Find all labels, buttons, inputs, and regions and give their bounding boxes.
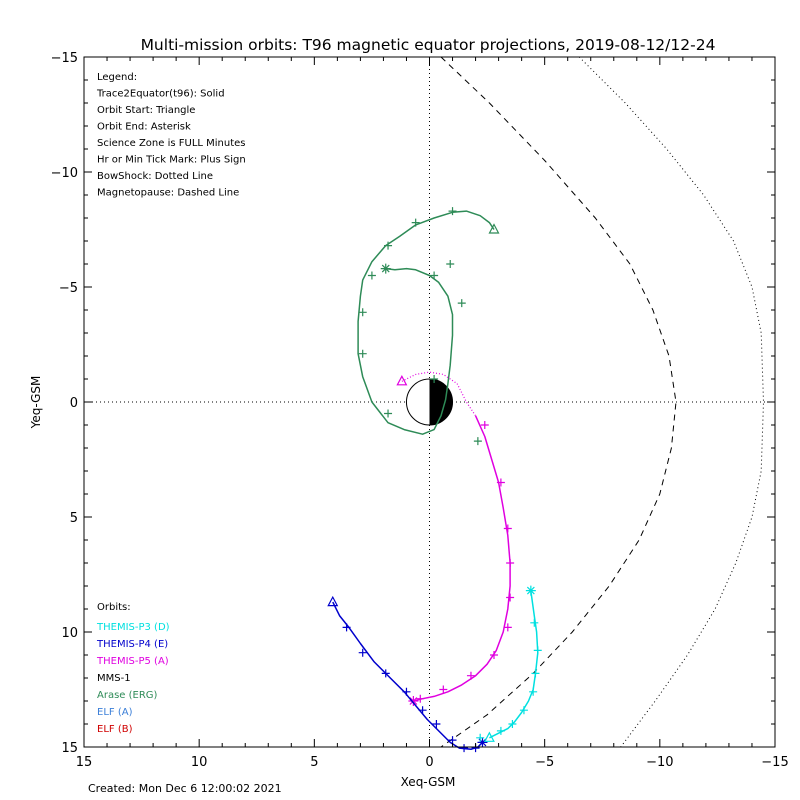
- orbit-legend-entry: MMS-1: [97, 673, 131, 684]
- orbit-tick-mark: [384, 241, 393, 250]
- orbit-tick-mark: [496, 726, 505, 735]
- legend-line: Hr or Min Tick Mark: Plus Sign: [97, 155, 246, 166]
- legend-line: Science Zone is FULL Minutes: [97, 138, 246, 149]
- orbit-end-asterisk: [525, 585, 536, 596]
- orbit-tick-mark: [432, 720, 441, 728]
- orbit-end-asterisk: [380, 263, 391, 274]
- orbit-tick-mark: [446, 260, 455, 268]
- orbit-tick-mark: [411, 218, 420, 227]
- x-tick-label: 15: [76, 755, 93, 770]
- orbit-series-3: [476, 585, 542, 742]
- orbit-tick-mark: [506, 593, 515, 602]
- orbit-start-triangle: [483, 731, 495, 742]
- orbit-tick-mark: [358, 308, 367, 317]
- orbit-series-0: [357, 207, 500, 446]
- legend-line: Trace2Equator(t96): Solid: [96, 89, 225, 100]
- orbit-series-1: [396, 371, 515, 706]
- orbit-dotted-segment: [401, 371, 477, 417]
- orbit-legend-entry: ELF (B): [97, 724, 133, 735]
- orbit-tick-mark: [506, 559, 515, 567]
- orbit-tick-mark: [530, 618, 539, 627]
- y-tick-label: 0: [70, 396, 78, 411]
- orbit-end-asterisk: [477, 737, 488, 748]
- orbit-series-2: [327, 595, 488, 753]
- orbit-tick-mark: [416, 694, 425, 703]
- orbit-tick-mark: [402, 687, 411, 696]
- x-tick-label: 0: [425, 755, 433, 770]
- orbit-trace-line: [332, 601, 484, 751]
- orbit-tick-mark: [358, 648, 367, 657]
- orbit-legend-entry: THEMIS-P4 (E): [96, 639, 168, 650]
- orbit-tick-mark: [384, 409, 393, 418]
- bowshock-line: [578, 56, 765, 748]
- orbit-tick-mark: [418, 706, 427, 715]
- legend-line: Legend:: [97, 72, 137, 83]
- orbit-tick-mark: [503, 524, 512, 533]
- created-timestamp: Created: Mon Dec 6 12:00:02 2021: [88, 782, 282, 795]
- orbit-tick-mark: [533, 646, 542, 655]
- x-tick-label: 10: [191, 755, 208, 770]
- orbit-tick-mark: [342, 623, 351, 632]
- orbit-tick-mark: [519, 706, 528, 715]
- orbit-tick-mark: [466, 671, 475, 680]
- orbit-start-triangle: [327, 595, 339, 607]
- orbit-tick-mark: [439, 685, 448, 694]
- orbit-trace-line: [357, 210, 495, 435]
- y-tick-label: 10: [61, 626, 78, 641]
- orbit-tick-mark: [430, 375, 439, 383]
- x-tick-label: 5: [310, 755, 318, 770]
- orbit-legend-entry: THEMIS-P5 (A): [96, 656, 169, 667]
- orbit-tick-mark: [358, 349, 367, 358]
- x-tick-label: −15: [761, 755, 788, 770]
- orbit-trace-line: [489, 590, 539, 739]
- orbit-tick-mark: [448, 736, 457, 745]
- legend-line: BowShock: Dotted Line: [97, 171, 213, 182]
- orbit-tick-mark: [496, 478, 505, 487]
- orbit-tick-mark: [460, 744, 469, 753]
- orbit-tick-mark: [381, 669, 390, 678]
- orbit-tick-mark: [531, 669, 540, 678]
- chart-title: Multi-mission orbits: T96 magnetic equat…: [141, 36, 716, 54]
- legend-line: Orbit Start: Triangle: [97, 105, 195, 116]
- y-tick-label: −10: [51, 166, 78, 181]
- orbit-tick-mark: [529, 687, 538, 696]
- orbit-tick-mark: [430, 271, 439, 280]
- orbit-tick-mark: [367, 271, 376, 280]
- orbit-legend-entry: ELF (A): [97, 707, 133, 718]
- legend-line: Orbit End: Asterisk: [97, 122, 191, 133]
- orbit-tick-mark: [457, 299, 466, 308]
- x-tick-label: −5: [535, 755, 554, 770]
- orbit-tick-mark: [489, 651, 498, 659]
- x-axis-label: Xeq-GSM: [401, 775, 456, 789]
- orbit-tick-mark: [508, 720, 517, 728]
- orbit-tick-mark: [480, 421, 489, 429]
- orbit-start-triangle: [488, 223, 500, 234]
- orbit-tick-mark: [448, 207, 457, 216]
- orbit-legend-entry: Arase (ERG): [97, 690, 158, 701]
- orbit-trace-line: [413, 415, 511, 702]
- orbit-tick-mark: [503, 623, 512, 632]
- x-tick-label: −10: [646, 755, 673, 770]
- y-tick-label: 15: [61, 741, 78, 756]
- orbit-start-triangle: [396, 375, 408, 386]
- y-axis-label: Yeq-GSM: [29, 376, 43, 430]
- y-tick-label: −15: [51, 51, 78, 66]
- orbits-header: Orbits:: [97, 602, 131, 613]
- earth-nightside: [429, 378, 453, 426]
- legend-line: Magnetopause: Dashed Line: [97, 188, 239, 199]
- orbit-legend-entry: THEMIS-P3 (D): [96, 622, 170, 633]
- orbit-tick-mark: [473, 437, 482, 446]
- orbit-end-asterisk: [408, 696, 419, 706]
- y-tick-label: 5: [70, 511, 78, 526]
- y-tick-label: −5: [59, 281, 78, 296]
- orbit-tick-mark: [476, 733, 485, 742]
